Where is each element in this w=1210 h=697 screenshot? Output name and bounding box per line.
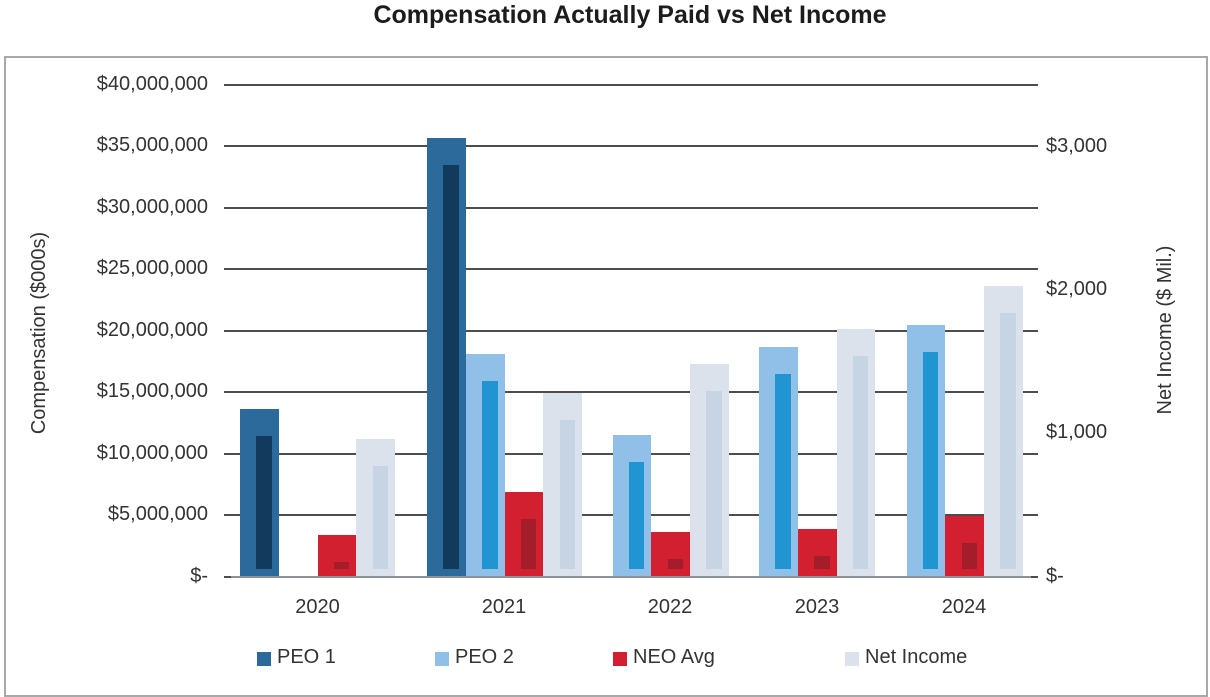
legend-label-net-income: Net Income — [865, 646, 968, 668]
right-axis-tick — [1030, 452, 1038, 455]
y-axis-tick-label: $- — [190, 564, 208, 587]
bar-neo-avg-2021-inner-shade — [520, 518, 537, 570]
left-axis-tick — [224, 391, 232, 394]
left-axis-tick — [224, 514, 232, 517]
right-axis-tick-label: $2,000 — [1046, 277, 1108, 300]
y-axis-tick-label: $40,000,000 — [96, 73, 208, 95]
legend-marker-net-income — [845, 652, 859, 666]
bar-neo-avg-2023-inner-shade — [814, 555, 830, 570]
bar-peo-1-2021-inner-shade — [443, 164, 459, 570]
y-axis-tick-label: $15,000,000 — [96, 380, 208, 403]
right-axis-tick — [1030, 84, 1038, 86]
bar-neo-avg-2022 — [651, 532, 691, 577]
left-axis-tick — [224, 329, 232, 332]
right-axis-tick — [1030, 575, 1038, 578]
y-axis-tick-label: $10,000,000 — [96, 441, 208, 464]
gridline — [232, 329, 1030, 332]
x-axis-line — [231, 575, 1031, 578]
legend-marker-peo-1 — [257, 652, 271, 666]
left-axis-tick — [224, 268, 232, 271]
legend-label-peo-2: PEO 2 — [455, 646, 514, 668]
left-axis-tick — [224, 84, 232, 86]
gridline — [232, 84, 1030, 86]
right-axis-tick — [1030, 268, 1038, 271]
bar-peo-2-2021-inner-shade — [482, 381, 498, 570]
bar-peo-2-2023-inner-shade — [775, 373, 791, 570]
legend-marker-peo-2 — [435, 652, 449, 666]
bar-neo-avg-2020-inner-shade — [333, 561, 350, 570]
y-axis-tick-label: $30,000,000 — [96, 195, 208, 218]
bar-neo-avg-2024-inner-shade — [961, 543, 978, 570]
right-axis-tick — [1030, 329, 1038, 332]
bar-neo-avg-2022-inner-shade — [667, 559, 684, 570]
right-axis-tick-label: $1,000 — [1046, 421, 1108, 444]
bar-net-income-2024-inner-shade — [1000, 312, 1016, 570]
x-axis-label-2024: 2024 — [941, 596, 987, 618]
bar-peo-2-2024-inner-shade — [922, 351, 939, 570]
gridline — [232, 391, 1030, 394]
right-axis-tick — [1030, 206, 1038, 209]
right-axis-tick — [1030, 391, 1038, 394]
legend-label-neo-avg: NEO Avg — [633, 646, 715, 668]
bar-net-income-2021-inner-shade — [559, 420, 576, 570]
y-axis-tick-label: $5,000,000 — [107, 503, 208, 526]
bar-net-income-2023-inner-shade — [852, 355, 869, 570]
left-axis-tick — [224, 145, 232, 148]
right-axis-tick — [1030, 145, 1038, 148]
x-axis-label-2021: 2021 — [481, 596, 527, 618]
chart-title: Compensation Actually Paid vs Net Income — [373, 1, 887, 29]
gridline — [232, 206, 1030, 209]
left-axis-tick — [224, 206, 232, 209]
x-axis-label-2020: 2020 — [295, 596, 340, 618]
y-axis-tick-label: $25,000,000 — [96, 257, 208, 280]
right-axis-tick-label: $3,000 — [1046, 134, 1108, 157]
chart-card: Compensation ($000s) Net Income ($ Mil.)… — [4, 56, 1208, 697]
x-axis-label-2023: 2023 — [794, 596, 840, 618]
left-axis-tick — [224, 452, 232, 455]
right-axis-tick — [1030, 514, 1038, 517]
bar-peo-2-2022-inner-shade — [628, 462, 645, 570]
x-axis-label-2022: 2022 — [647, 596, 693, 618]
bar-peo-1-2020-inner-shade — [256, 436, 272, 570]
y-axis-tick-label: $20,000,000 — [96, 318, 208, 341]
y-axis-tick-label: $35,000,000 — [96, 134, 208, 157]
bar-net-income-2020-inner-shade — [372, 465, 389, 570]
left-axis-tick — [224, 575, 232, 578]
right-axis-tick-label: $- — [1046, 564, 1064, 587]
bar-neo-avg-2020 — [317, 534, 357, 577]
legend-label-peo-1: PEO 1 — [277, 646, 336, 668]
bar-net-income-2022-inner-shade — [706, 391, 722, 570]
gridline — [232, 268, 1030, 271]
legend-marker-neo-avg — [613, 652, 627, 666]
gridline — [232, 145, 1030, 148]
right-axis-title: Net Income ($ Mil.) — [1154, 245, 1176, 415]
